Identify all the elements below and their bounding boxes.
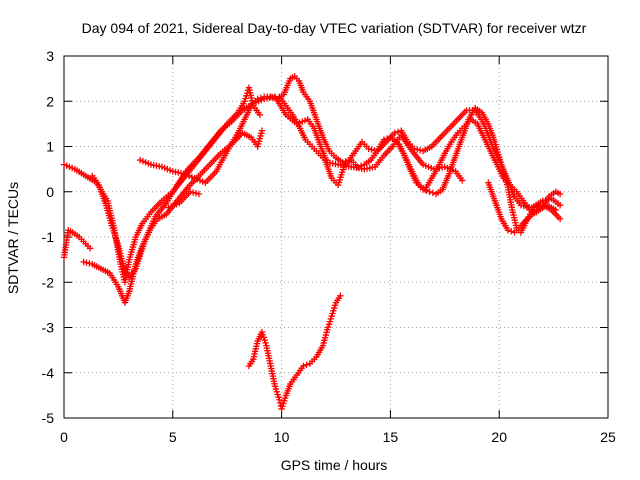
data-point (300, 362, 307, 370)
series-arc-05 (136, 73, 564, 211)
data-point (426, 188, 433, 195)
data-point (504, 227, 512, 234)
data-point (357, 162, 365, 169)
data-point (414, 146, 421, 153)
data-point (552, 206, 559, 214)
data-point (354, 163, 361, 171)
data-point (267, 93, 274, 100)
y-tick-label: -3 (42, 320, 55, 336)
data-point (86, 260, 93, 267)
x-tick-label: 20 (491, 429, 507, 445)
data-point (276, 396, 283, 404)
x-tick-label: 5 (169, 429, 177, 445)
data-point (187, 188, 194, 195)
data-points (60, 73, 564, 413)
data-point (530, 204, 538, 211)
data-point (380, 136, 388, 143)
data-point (533, 203, 541, 211)
series-arc-02 (60, 227, 94, 261)
data-point (507, 228, 515, 235)
data-point (459, 177, 466, 184)
y-tick-label: 3 (46, 48, 54, 64)
series-arc-06 (165, 188, 203, 211)
data-point (526, 206, 533, 214)
data-point (303, 361, 310, 369)
y-tick-label: 1 (46, 139, 54, 155)
x-tick-label: 10 (274, 429, 290, 445)
data-point (83, 259, 90, 266)
data-point (254, 95, 261, 103)
data-point (80, 258, 87, 266)
series-arc-01 (60, 84, 264, 286)
data-point (556, 215, 564, 223)
data-point (195, 190, 203, 198)
x-axis-title: GPS time / hours (281, 457, 388, 473)
y-axis-title: SDTVAR / TECUs (5, 182, 21, 294)
y-tick-label: -1 (42, 229, 55, 245)
data-point (556, 202, 564, 209)
series-arc-09 (485, 179, 559, 236)
data-point (429, 189, 437, 197)
tick-labels: 0 5 10 15 20 25 -5 -4 -3 -2 -1 0 1 2 3 (42, 48, 616, 445)
series-arc-10 (245, 292, 344, 413)
data-point (86, 245, 94, 252)
data-point (258, 127, 266, 134)
x-tick-label: 0 (60, 429, 68, 445)
series-arc-03 (89, 93, 466, 281)
data-point (192, 190, 200, 197)
y-tick-label: -2 (42, 274, 55, 290)
data-point (411, 145, 418, 152)
x-tick-label: 15 (383, 429, 399, 445)
data-point (383, 135, 391, 142)
grid-lines (64, 56, 608, 418)
x-tick-label: 25 (600, 429, 616, 445)
series-arc-07 (276, 93, 564, 236)
data-point (270, 94, 278, 102)
y-tick-label: 2 (46, 93, 54, 109)
data-point (256, 111, 264, 119)
chart-title: Day 094 of 2021, Sidereal Day-to-day VTE… (82, 20, 587, 36)
data-point (337, 292, 344, 300)
data-point (391, 129, 398, 137)
y-tick-label: 0 (46, 184, 54, 200)
data-point (257, 94, 265, 102)
data-point (394, 128, 402, 135)
data-point (368, 146, 375, 153)
y-tick-label: -5 (42, 410, 55, 426)
y-tick-label: -4 (42, 365, 55, 381)
data-point (365, 145, 372, 152)
data-point (189, 189, 197, 196)
data-point (556, 190, 564, 198)
